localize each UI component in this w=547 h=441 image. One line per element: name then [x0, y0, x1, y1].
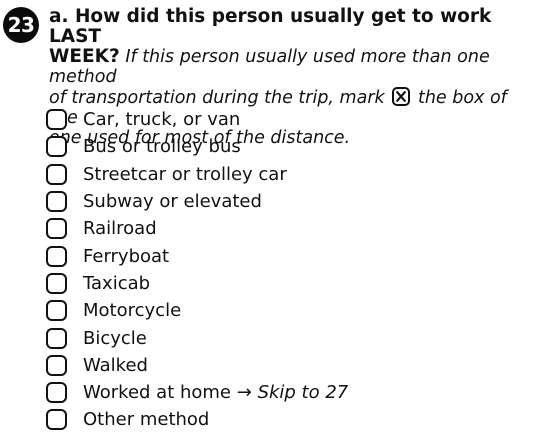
option-bicycle[interactable]: Bicycle	[46, 324, 526, 351]
checkbox[interactable]	[46, 327, 67, 349]
question-line-2: WEEK? If this person usually used more t…	[49, 46, 537, 88]
right-arrow-icon: →	[236, 382, 252, 404]
option-streetcar[interactable]: Streetcar or trolley car	[46, 161, 526, 188]
option-label: Bus or trolley bus	[83, 136, 241, 158]
question-title: a. How did this person usually get to wo…	[49, 6, 492, 47]
checkbox[interactable]	[46, 163, 67, 185]
option-car-truck-van[interactable]: Car, truck, or van	[46, 106, 526, 133]
option-label: Car, truck, or van	[83, 109, 241, 131]
option-label: Ferryboat	[83, 245, 170, 267]
option-label: Railroad	[83, 218, 157, 240]
option-label: Motorcycle	[83, 300, 182, 322]
option-bus[interactable]: Bus or trolley bus	[46, 133, 526, 160]
option-ferryboat[interactable]: Ferryboat	[46, 242, 526, 269]
option-taxicab[interactable]: Taxicab	[46, 270, 526, 297]
option-worked-at-home[interactable]: Worked at home → Skip to 27	[46, 379, 526, 406]
checkbox[interactable]	[46, 136, 67, 158]
option-label: Subway or elevated	[83, 191, 262, 213]
option-subway[interactable]: Subway or elevated	[46, 188, 526, 215]
option-motorcycle[interactable]: Motorcycle	[46, 297, 526, 324]
x-mark-box-icon	[392, 87, 411, 106]
question-line-3: of transportation during the trip, mark …	[49, 87, 537, 128]
option-label: Other method	[83, 409, 210, 431]
question-title-line-1: a. How did this person usually get to wo…	[49, 7, 537, 47]
option-label: Taxicab	[83, 272, 151, 294]
option-label-text: Worked at home	[83, 382, 231, 404]
option-other-method[interactable]: Other method	[46, 406, 526, 433]
checkbox[interactable]	[46, 191, 67, 213]
checkbox[interactable]	[46, 245, 67, 267]
option-label: Streetcar or trolley car	[83, 163, 287, 185]
option-label: Worked at home → Skip to 27	[83, 382, 348, 403]
checkbox[interactable]	[46, 354, 67, 376]
question-number-badge: 23	[3, 7, 39, 43]
question-title-continued: WEEK?	[49, 46, 120, 67]
question-instruction-part-1: If this person usually used more than on…	[49, 47, 490, 87]
checkbox[interactable]	[46, 382, 67, 404]
checkbox[interactable]	[46, 109, 67, 131]
checkbox[interactable]	[46, 409, 67, 431]
transport-options-list: Car, truck, or van Bus or trolley bus St…	[46, 106, 526, 434]
option-label: Walked	[83, 354, 148, 376]
question-line-4: one used for most of the distance.	[49, 128, 537, 148]
question-text: a. How did this person usually get to wo…	[49, 7, 537, 149]
option-walked[interactable]: Walked	[46, 352, 526, 379]
question-instruction-line-3: of transportation during the trip, mark	[49, 88, 385, 108]
checkbox[interactable]	[46, 300, 67, 322]
checkbox[interactable]	[46, 272, 67, 294]
skip-instruction: Skip to 27	[257, 382, 349, 404]
question-instruction-line-4: one used for most of the distance.	[49, 128, 351, 148]
option-railroad[interactable]: Railroad	[46, 215, 526, 242]
checkbox[interactable]	[46, 218, 67, 240]
option-label: Bicycle	[83, 327, 147, 349]
